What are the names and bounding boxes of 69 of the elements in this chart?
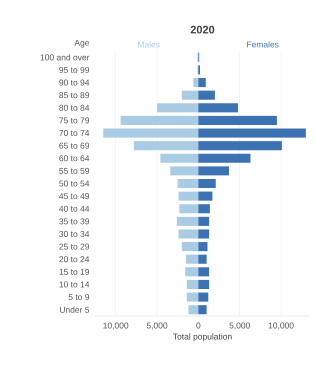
bar [198,267,210,276]
y-tick-label: 50 to 54 [59,180,90,186]
y-tick-label: 65 to 69 [59,142,90,149]
bar [198,78,206,88]
y-tick-label: 85 to 89 [59,92,90,98]
bar [160,154,198,163]
y-tick-label: 80 to 84 [59,104,90,111]
bar [188,305,198,314]
y-tick-label: 30 to 34 [59,230,90,237]
bar [186,254,198,264]
y-tick-label: 5 to 9 [68,294,90,300]
bar [193,78,198,88]
bar [185,267,198,276]
bar [198,292,208,302]
bar [176,216,198,226]
y-tick-label: 100 and over [40,54,90,60]
bar [182,90,198,100]
x-tick-label: 5,000 [146,322,168,330]
y-axis-title: Age [74,40,90,48]
x-tick-label: 10,000 [103,322,128,330]
bar [198,254,207,264]
bar [198,216,210,226]
bar [186,280,198,289]
bar [198,192,212,201]
bar [178,229,198,239]
y-tick-label: 55 to 59 [59,168,90,174]
y-tick-label: 60 to 64 [59,155,90,162]
bar [120,116,198,125]
y-tick-label: 25 to 29 [59,244,90,250]
bar [103,128,198,138]
bar [178,178,198,188]
chart-title: 2020 [190,26,214,34]
x-tick-label: 5,000 [229,322,250,330]
bar [178,192,198,201]
text: Females [247,41,279,48]
bar [198,280,210,289]
bar [198,128,306,138]
y-tick-label: 20 to 24 [59,256,90,262]
bar [134,141,198,150]
y-tick-label: 35 to 39 [59,218,90,224]
bar [198,229,210,239]
bar [179,204,198,214]
y-tick-label: Under 5 [60,306,90,313]
bar [198,141,282,150]
bar [186,292,198,302]
x-tick-label: 10,000 [268,322,294,330]
y-tick-label: 45 to 49 [59,193,90,200]
bar [198,103,238,112]
y-tick-label: 40 to 44 [59,206,90,212]
bar [170,166,198,176]
y-tick-label: 10 to 14 [60,281,90,288]
y-tick-label: 90 to 94 [59,80,90,86]
bar [157,103,198,112]
bar [198,154,250,163]
text: Males [138,41,160,48]
bar [198,116,277,125]
bar [198,166,229,176]
bar [198,204,210,214]
y-tick-label: 70 to 74 [59,130,90,136]
y-tick-label: 95 to 99 [59,66,90,73]
y-tick-label: 75 to 79 [59,117,90,124]
x-axis-title: Total population [173,333,232,342]
bar [198,178,216,188]
bar [182,242,198,252]
bar [198,242,208,252]
y-tick-label: 15 to 19 [60,268,90,275]
bar [198,305,207,314]
bar [198,90,215,100]
x-tick-label: 0 [196,322,200,329]
